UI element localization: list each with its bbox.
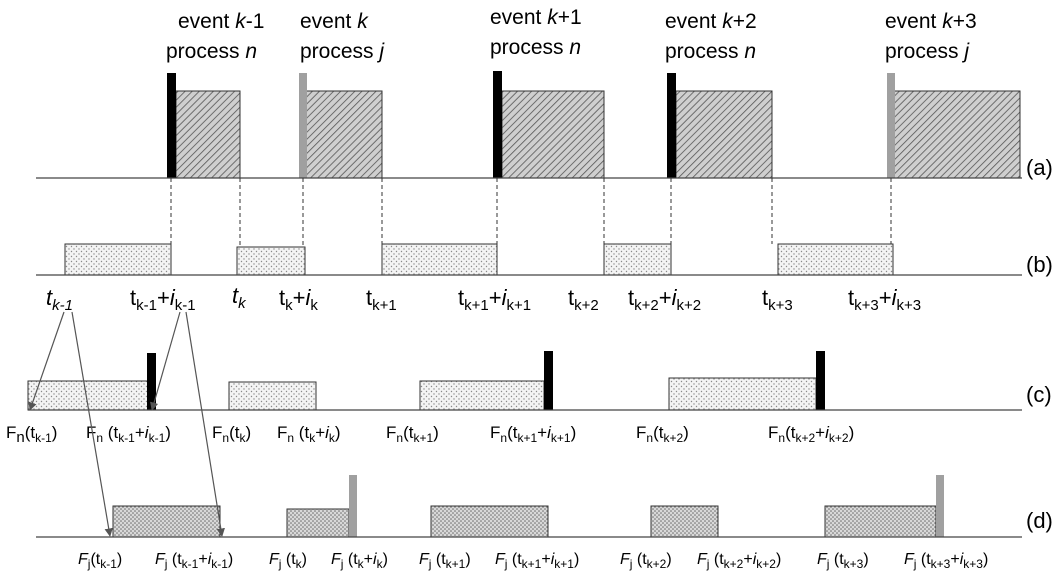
fj-label: Fj (tk+1) (419, 551, 471, 571)
fn-label: Fn(tk+2) (636, 423, 689, 445)
event-marker-k (299, 73, 307, 178)
time-label: tk-1+ik-1 (130, 285, 196, 314)
time-label: tk+ik (279, 285, 318, 314)
arrow-tk-1-plus-to-fn (150, 311, 181, 411)
processing-block-k+1 (501, 90, 605, 179)
event-marker-j (349, 475, 357, 537)
fj-label: Fj (tk+1+ik+1) (495, 551, 579, 571)
arrow-tk-1-to-fn (28, 311, 65, 411)
time-label: tk (232, 283, 247, 312)
process-label-k+2: process n (665, 40, 756, 63)
arrow-tk-1-to-fj (71, 311, 113, 537)
time-labels: tk-1 tk-1+ik-1 tk tk+ik tk+1 tk+1+ik+1 t… (46, 283, 921, 314)
event-label-k+3: event k+3 (885, 10, 977, 33)
row-label-a: (a) (1026, 155, 1053, 180)
fj-label: Fj(tk-1) (78, 551, 122, 571)
event-marker-n (147, 353, 156, 410)
fj-label: Fj (tk+2+ik+2) (697, 551, 781, 571)
event-marker-n (816, 351, 825, 410)
time-label: tk+1+ik+1 (458, 285, 531, 314)
time-label: tk+3 (762, 285, 793, 314)
event-marker-k+2 (667, 73, 676, 178)
fn-label: Fn(tk+2+ik+2) (768, 423, 854, 445)
fj-label: Fj (tk+ik) (331, 551, 388, 571)
fj-label: Fj (tk+2) (620, 551, 672, 571)
state-block-n (419, 380, 545, 411)
event-marker-k-1 (167, 73, 176, 178)
row-label-c: (c) (1026, 382, 1052, 407)
fn-labels: Fn(tk-1) Fn (tk-1+ik-1) Fn(tk) Fn (tk+ik… (6, 423, 854, 446)
fn-label: Fn(tk) (212, 423, 251, 445)
process-label-k+1: process n (490, 36, 581, 59)
time-label: tk+2+ik+2 (628, 285, 701, 314)
fn-label: Fn(tk+1+ik+1) (490, 423, 576, 445)
interval-block-k+2 (603, 243, 672, 276)
interval-block-k+1 (381, 243, 498, 276)
state-block-n (228, 381, 317, 411)
event-marker-n (544, 351, 553, 410)
process-label-k-1: process n (166, 40, 257, 63)
state-block-j (650, 505, 719, 538)
event-marker-k+1 (493, 71, 502, 178)
state-block-j (112, 505, 221, 538)
fj-labels: Fj(tk-1) Fj (tk-1+ik-1) Fj (tk) Fj (tk+i… (78, 551, 988, 571)
arrow-tk-1-plus-to-fj (185, 311, 225, 537)
time-label: tk+3+ik+3 (848, 285, 921, 314)
time-label: tk+2 (568, 285, 599, 314)
state-block-j (286, 508, 350, 538)
event-label-k+1: event k+1 (490, 6, 582, 29)
fn-label: Fn(tk+1) (386, 423, 439, 445)
mapping-arrows (28, 311, 225, 537)
fj-label: Fj (tk-1+ik-1) (155, 551, 233, 571)
fn-label: Fn (tk-1+ik-1) (86, 423, 171, 445)
event-labels: event k-1 process n event k process j ev… (166, 6, 977, 63)
row-b: (b) (36, 243, 1053, 277)
event-marker-k+3 (887, 73, 895, 178)
interval-block-k+3 (777, 243, 894, 276)
event-marker-j (936, 475, 944, 537)
row-label-d: (d) (1026, 508, 1053, 533)
processing-block-k+2 (675, 90, 773, 179)
event-label-k+2: event k+2 (665, 10, 757, 33)
process-label-k+3: process j (885, 40, 970, 63)
state-block-j (824, 505, 937, 538)
row-c: (c) (27, 351, 1052, 411)
row-a: (a) (36, 71, 1053, 180)
processing-block-k+3 (893, 90, 1021, 179)
fj-label: Fj (tk+3+ik+3) (904, 551, 988, 571)
processing-block-k (305, 90, 383, 179)
fj-label: Fj (tk+3) (817, 551, 869, 571)
state-block-j (430, 505, 549, 538)
fn-label: Fn(tk-1) (6, 423, 57, 446)
interval-block-k-1 (64, 243, 172, 276)
event-label-k: event k (300, 10, 369, 33)
row-d: (d) (36, 475, 1053, 538)
fj-label: Fj (tk) (269, 551, 307, 571)
event-label-k-1: event k-1 (178, 10, 264, 33)
time-label: tk-1 (46, 285, 73, 314)
fn-label: Fn (tk+ik) (277, 423, 341, 445)
process-label-k: process j (300, 40, 385, 63)
interval-block-k (236, 246, 306, 276)
time-label: tk+1 (366, 285, 397, 314)
state-block-n (668, 377, 817, 411)
row-label-b: (b) (1026, 252, 1053, 277)
processing-block-k-1 (175, 90, 241, 179)
